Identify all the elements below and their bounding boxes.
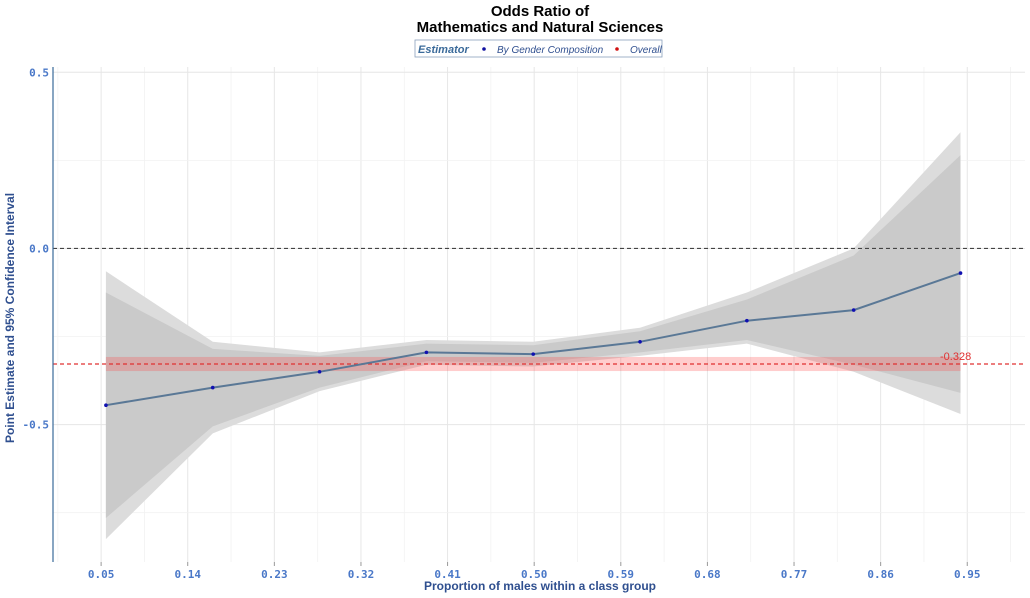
data-point [958, 271, 963, 275]
data-point [424, 350, 429, 355]
x-tick-label: 0.32 [348, 568, 375, 581]
data-point [531, 352, 536, 356]
y-tick-label: 0.0 [29, 242, 49, 255]
legend-box [414, 39, 663, 58]
y-tick-label: -0.5 [23, 419, 50, 432]
x-tick-label: 0.86 [867, 568, 894, 581]
x-tick-label: 0.77 [781, 568, 808, 581]
legend-title: Estimator [418, 44, 469, 56]
x-tick-label: 0.41 [434, 568, 461, 581]
chart-title-line-2: Mathematics and Natural Sciences [417, 19, 664, 36]
data-point [317, 369, 322, 374]
overall-band [105, 356, 961, 372]
x-axis-label: Proportion of males within a class group [424, 579, 656, 593]
x-tick-label: 0.95 [954, 568, 981, 581]
axes: 0.05 0.14 0.23 0.32 0.41 0.50 0.59 0.68 0.77 0.86… [23, 66, 981, 581]
data-point [104, 403, 108, 408]
overall-ci-band [105, 356, 961, 372]
legend-label-overall: Overall [630, 45, 662, 56]
legend-label-by-gender: By Gender Composition [497, 45, 604, 56]
chart-title-line-1: Odds Ratio of [491, 3, 590, 20]
data-point [851, 308, 856, 312]
reference-lines [53, 247, 1025, 365]
y-tick-label: 0.5 [29, 66, 49, 79]
data-point [210, 385, 215, 390]
legend-marker-by-gender [482, 47, 486, 51]
x-tick-label: 0.59 [608, 568, 635, 581]
data-point [745, 318, 749, 323]
y-axis-label: Point Estimate and 95% Confidence Interv… [3, 193, 17, 443]
x-tick-label: 0.14 [174, 568, 201, 581]
x-tick-label: 0.05 [88, 568, 115, 581]
data-point [638, 340, 642, 344]
x-tick-label: 0.68 [694, 568, 721, 581]
x-tick-label: 0.23 [261, 568, 288, 581]
confidence-bands [105, 132, 961, 540]
legend-marker-overall [615, 47, 619, 51]
series-points [104, 271, 963, 408]
ci90-band [105, 155, 961, 518]
overall-value-label: -0.328 [940, 351, 971, 363]
legend: Estimator By Gender Composition Overall [414, 39, 663, 58]
x-tick-label: 0.50 [521, 568, 548, 581]
